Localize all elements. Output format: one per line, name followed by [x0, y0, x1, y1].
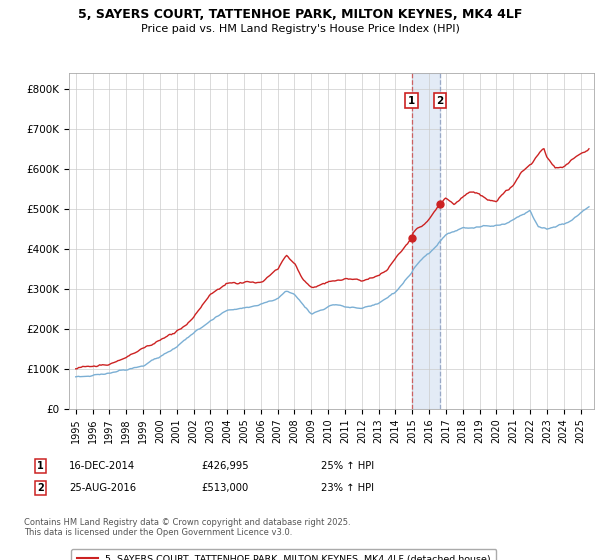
- Legend: 5, SAYERS COURT, TATTENHOE PARK, MILTON KEYNES, MK4 4LF (detached house), HPI: A: 5, SAYERS COURT, TATTENHOE PARK, MILTON …: [71, 549, 496, 560]
- Text: 2: 2: [436, 96, 443, 106]
- Text: 1: 1: [408, 96, 415, 106]
- Text: 23% ↑ HPI: 23% ↑ HPI: [321, 483, 374, 493]
- Text: £426,995: £426,995: [201, 461, 248, 471]
- Text: Contains HM Land Registry data © Crown copyright and database right 2025.
This d: Contains HM Land Registry data © Crown c…: [24, 518, 350, 538]
- Text: 5, SAYERS COURT, TATTENHOE PARK, MILTON KEYNES, MK4 4LF: 5, SAYERS COURT, TATTENHOE PARK, MILTON …: [78, 8, 522, 21]
- Text: 1: 1: [37, 461, 44, 471]
- Text: £513,000: £513,000: [201, 483, 248, 493]
- Text: 16-DEC-2014: 16-DEC-2014: [69, 461, 135, 471]
- Text: 25-AUG-2016: 25-AUG-2016: [69, 483, 136, 493]
- Text: Price paid vs. HM Land Registry's House Price Index (HPI): Price paid vs. HM Land Registry's House …: [140, 24, 460, 34]
- Text: 2: 2: [37, 483, 44, 493]
- Text: 25% ↑ HPI: 25% ↑ HPI: [321, 461, 374, 471]
- Bar: [412, 73, 440, 409]
